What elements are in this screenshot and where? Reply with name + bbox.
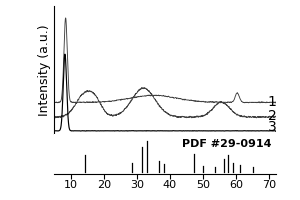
Text: 3: 3 xyxy=(268,120,277,134)
Text: 2: 2 xyxy=(268,109,277,123)
Text: 1: 1 xyxy=(268,95,277,109)
Y-axis label: Intensity (a.u.): Intensity (a.u.) xyxy=(38,24,51,116)
Text: PDF #29-0914: PDF #29-0914 xyxy=(182,139,271,149)
